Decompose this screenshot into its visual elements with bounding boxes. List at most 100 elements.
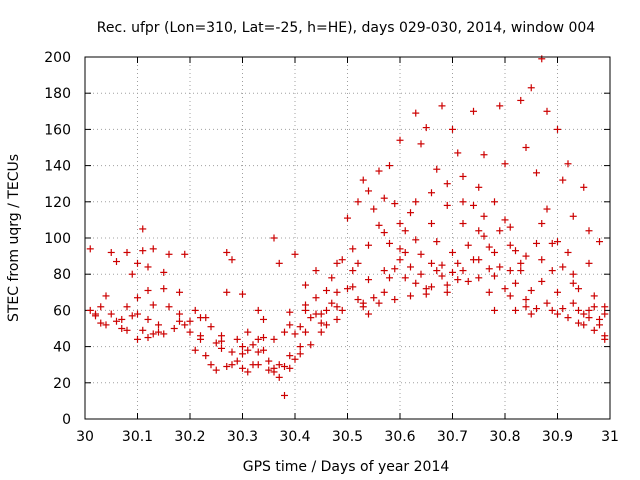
data-point bbox=[380, 194, 388, 202]
data-point bbox=[580, 183, 588, 191]
data-point bbox=[380, 229, 388, 237]
data-point bbox=[443, 281, 451, 289]
data-point bbox=[254, 306, 262, 314]
data-point bbox=[144, 263, 152, 271]
data-point bbox=[401, 274, 409, 282]
data-point bbox=[491, 306, 498, 314]
data-point bbox=[564, 160, 572, 168]
data-point bbox=[554, 310, 561, 318]
data-point bbox=[349, 267, 357, 275]
data-point bbox=[86, 306, 94, 314]
data-points bbox=[86, 55, 609, 399]
data-point bbox=[328, 274, 336, 282]
data-point bbox=[454, 149, 462, 157]
data-point bbox=[527, 286, 535, 294]
data-point bbox=[338, 256, 346, 264]
data-point bbox=[165, 250, 173, 258]
data-point bbox=[139, 247, 147, 255]
data-point bbox=[412, 279, 420, 287]
data-point bbox=[438, 272, 446, 280]
data-point bbox=[239, 343, 246, 351]
data-point bbox=[186, 328, 194, 336]
data-point bbox=[470, 201, 477, 209]
plot-frame bbox=[84, 56, 611, 420]
data-point bbox=[538, 277, 546, 285]
data-point bbox=[228, 348, 236, 356]
data-point bbox=[254, 335, 262, 343]
data-point bbox=[443, 201, 451, 209]
data-point bbox=[491, 272, 498, 280]
data-point bbox=[333, 315, 341, 323]
data-point bbox=[270, 368, 278, 376]
data-point bbox=[459, 220, 467, 228]
data-point bbox=[359, 176, 367, 184]
data-point bbox=[107, 310, 115, 318]
data-point bbox=[176, 310, 183, 318]
data-point bbox=[239, 364, 246, 372]
data-point bbox=[407, 209, 414, 217]
data-point bbox=[244, 346, 252, 354]
data-point bbox=[506, 241, 514, 249]
data-point bbox=[601, 335, 609, 343]
data-point bbox=[97, 303, 105, 311]
data-point bbox=[590, 292, 598, 300]
data-point bbox=[407, 263, 414, 271]
data-point bbox=[134, 259, 141, 267]
data-point bbox=[223, 288, 231, 296]
data-point bbox=[480, 212, 488, 220]
data-point bbox=[207, 361, 215, 369]
y-tick-label: 20 bbox=[53, 376, 71, 392]
data-point bbox=[275, 373, 283, 381]
data-point bbox=[365, 276, 372, 284]
data-point bbox=[417, 270, 425, 278]
data-point bbox=[459, 172, 467, 180]
y-tick-label: 80 bbox=[53, 267, 71, 283]
data-point bbox=[97, 319, 105, 327]
data-point bbox=[370, 205, 378, 213]
data-point bbox=[139, 225, 147, 233]
data-point bbox=[506, 292, 514, 300]
data-point bbox=[548, 306, 556, 314]
data-point bbox=[564, 314, 572, 322]
data-point bbox=[265, 366, 273, 374]
data-point bbox=[569, 212, 577, 220]
x-tick-label: 30.6 bbox=[384, 429, 415, 445]
data-point bbox=[102, 292, 110, 300]
data-point bbox=[454, 276, 462, 284]
data-point bbox=[275, 259, 283, 267]
data-point bbox=[375, 221, 383, 229]
data-point bbox=[165, 303, 173, 311]
data-point bbox=[386, 274, 393, 282]
data-point bbox=[260, 334, 267, 342]
data-point bbox=[207, 323, 215, 331]
data-point bbox=[176, 317, 183, 325]
data-point bbox=[412, 198, 420, 206]
data-point bbox=[149, 330, 157, 338]
data-point bbox=[449, 248, 456, 256]
data-point bbox=[543, 205, 551, 213]
data-point bbox=[291, 250, 299, 258]
data-point bbox=[533, 239, 540, 247]
data-point bbox=[323, 321, 330, 329]
data-point bbox=[186, 317, 194, 325]
data-point bbox=[365, 310, 372, 318]
data-point bbox=[354, 198, 362, 206]
y-tick-label: 120 bbox=[44, 195, 71, 211]
data-point bbox=[370, 294, 378, 302]
data-point bbox=[590, 326, 598, 334]
data-point bbox=[454, 259, 462, 267]
data-point bbox=[417, 250, 425, 258]
data-point bbox=[181, 321, 189, 329]
data-point bbox=[401, 227, 409, 235]
data-point bbox=[569, 299, 577, 307]
data-point bbox=[218, 344, 225, 352]
data-point bbox=[155, 321, 162, 329]
data-point bbox=[160, 268, 168, 276]
data-point bbox=[475, 274, 483, 282]
data-point bbox=[391, 296, 399, 304]
data-point bbox=[491, 248, 498, 256]
data-point bbox=[575, 319, 582, 327]
data-point bbox=[144, 334, 152, 342]
data-point bbox=[470, 256, 477, 264]
data-point bbox=[559, 305, 567, 313]
